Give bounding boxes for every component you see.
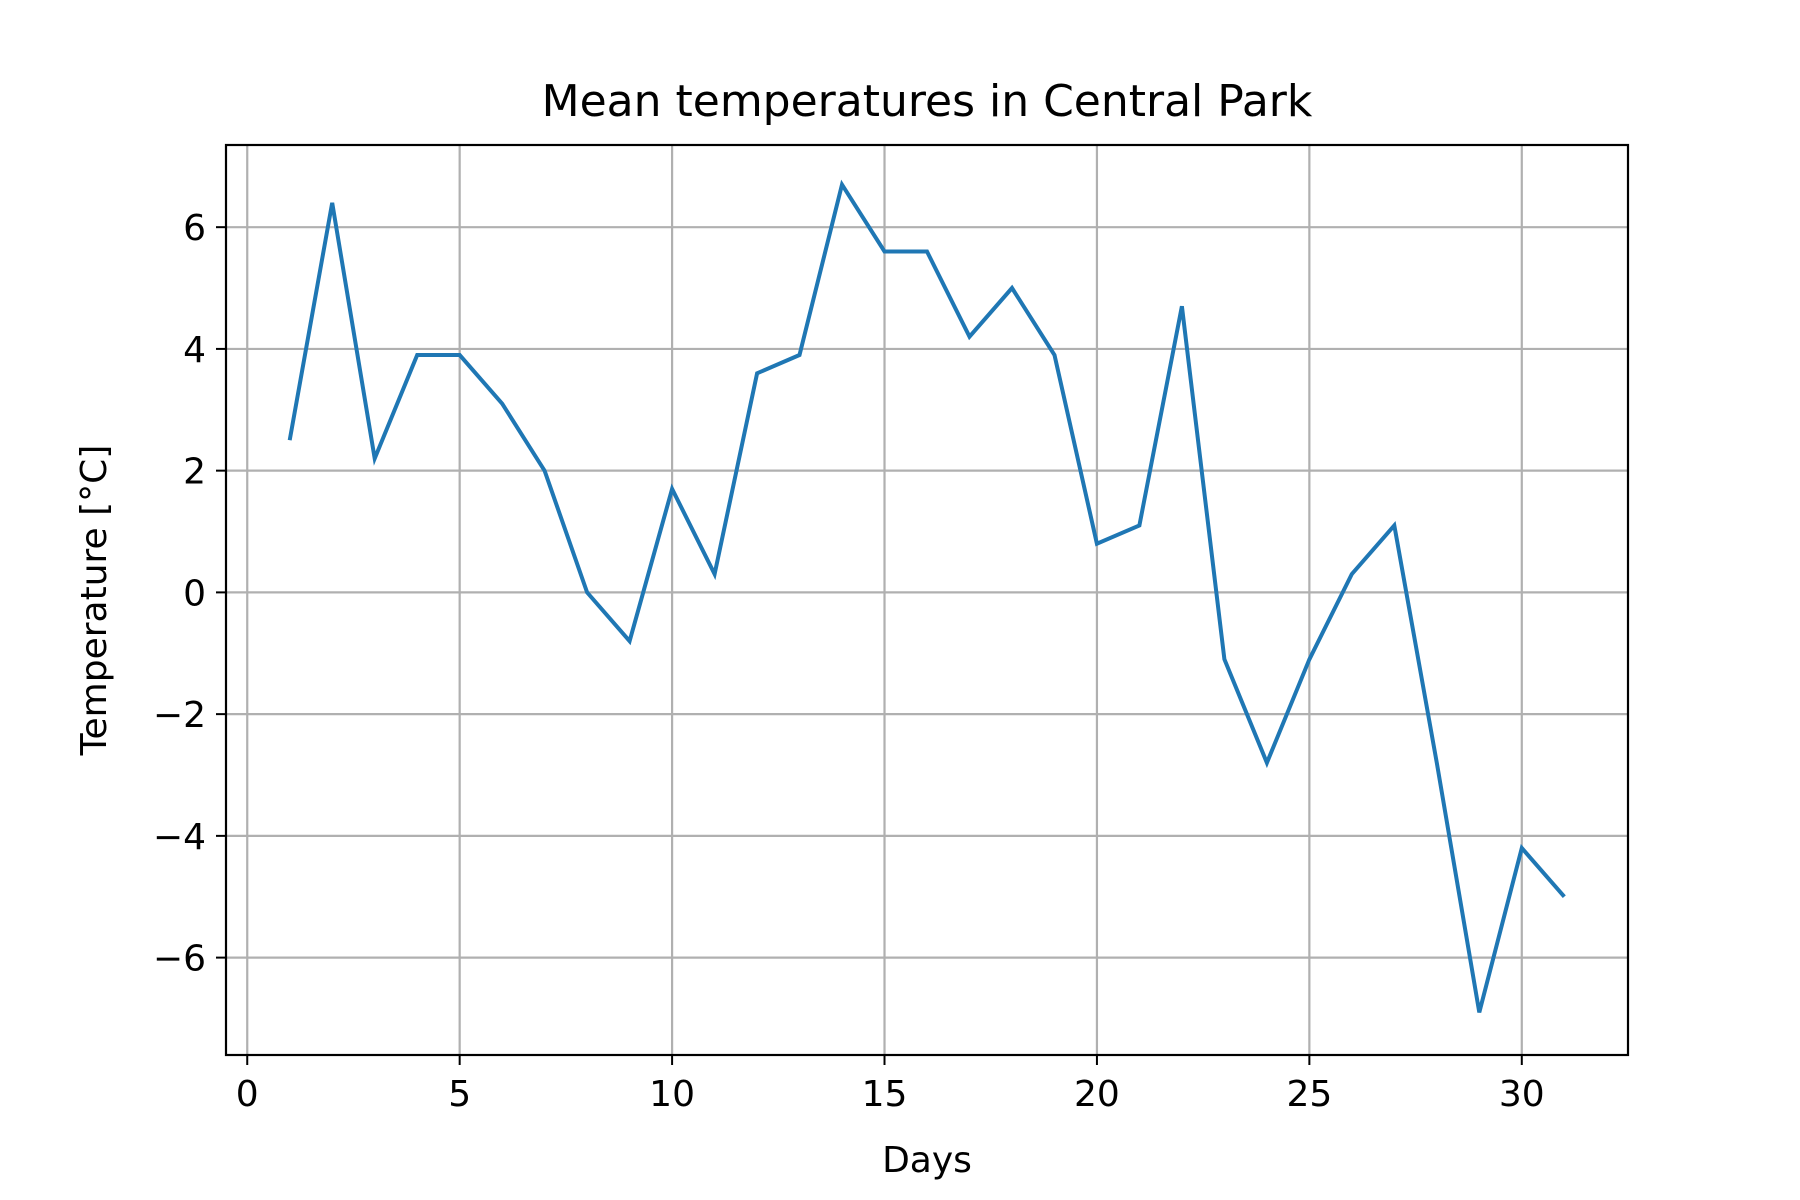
y-tick-label: 2 xyxy=(183,452,206,493)
x-tick-label: 30 xyxy=(1499,1074,1545,1115)
x-tick-label: 10 xyxy=(649,1074,695,1115)
x-axis-ticks: 0 5 10 15 20 25 30 xyxy=(236,1055,1545,1115)
plot-frame xyxy=(224,143,1630,1057)
x-tick-label: 20 xyxy=(1074,1074,1120,1115)
y-tick-label: −2 xyxy=(153,695,206,736)
chart-title: Mean temperatures in Central Park xyxy=(542,76,1313,127)
x-axis-label: Days xyxy=(882,1140,972,1181)
y-tick-label: 4 xyxy=(183,330,206,371)
y-tick-label: 0 xyxy=(183,573,206,614)
series-layer xyxy=(287,179,1566,1013)
x-tick-label: 15 xyxy=(862,1074,908,1115)
y-axis-ticks: 6 4 2 0 −2 −4 −6 xyxy=(153,208,226,980)
y-tick-label: 6 xyxy=(183,208,206,249)
y-tick-label: −4 xyxy=(153,817,206,858)
y-tick-label: −6 xyxy=(153,939,206,980)
temperature-series-line xyxy=(287,179,1566,1013)
grid-lines xyxy=(226,145,1628,1055)
x-tick-label: 0 xyxy=(236,1074,259,1115)
y-axis-label: Temperature [°C] xyxy=(74,445,115,757)
x-tick-label: 25 xyxy=(1286,1074,1332,1115)
x-tick-label: 5 xyxy=(448,1074,471,1115)
